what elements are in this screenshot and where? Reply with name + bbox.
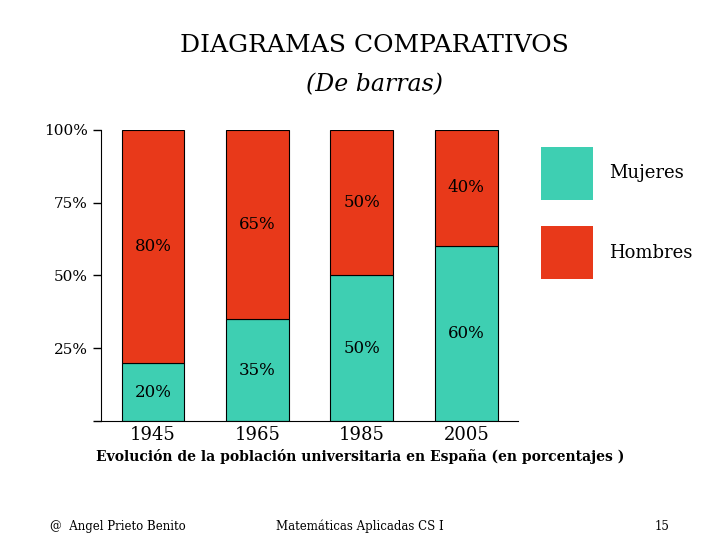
Text: 65%: 65% — [239, 216, 276, 233]
Text: 40%: 40% — [448, 179, 485, 197]
Bar — [226, 319, 289, 421]
Text: 35%: 35% — [239, 362, 276, 379]
Text: @  Angel Prieto Benito: @ Angel Prieto Benito — [50, 520, 186, 533]
FancyBboxPatch shape — [541, 226, 593, 279]
Bar — [330, 275, 393, 421]
Text: 15: 15 — [654, 520, 670, 533]
Text: 60%: 60% — [448, 325, 485, 342]
Text: Hombres: Hombres — [609, 244, 692, 262]
Text: DIAGRAMAS COMPARATIVOS: DIAGRAMAS COMPARATIVOS — [180, 34, 569, 57]
Bar — [122, 363, 184, 421]
Bar — [226, 130, 289, 319]
Text: 80%: 80% — [135, 238, 171, 255]
Text: Matemáticas Aplicadas CS I: Matemáticas Aplicadas CS I — [276, 519, 444, 534]
Text: (De barras): (De barras) — [306, 73, 443, 97]
Text: Evolución de la población universitaria en España (en porcentajes ): Evolución de la población universitaria … — [96, 449, 624, 464]
Text: 50%: 50% — [343, 340, 380, 357]
Text: Mujeres: Mujeres — [609, 164, 683, 183]
Bar — [330, 130, 393, 275]
Text: 20%: 20% — [135, 383, 171, 401]
FancyBboxPatch shape — [541, 147, 593, 200]
Bar — [122, 130, 184, 363]
Bar — [435, 246, 498, 421]
Bar — [435, 130, 498, 246]
Text: 50%: 50% — [343, 194, 380, 211]
